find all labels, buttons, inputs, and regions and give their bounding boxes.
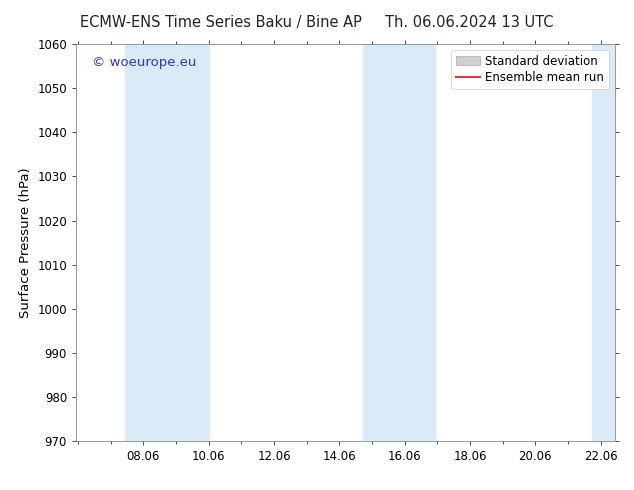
Bar bbox=[363, 44, 436, 441]
Text: ECMW-ENS Time Series Baku / Bine AP     Th. 06.06.2024 13 UTC: ECMW-ENS Time Series Baku / Bine AP Th. … bbox=[81, 15, 553, 30]
Legend: Standard deviation, Ensemble mean run: Standard deviation, Ensemble mean run bbox=[451, 50, 609, 89]
Bar bbox=[592, 44, 615, 441]
Y-axis label: Surface Pressure (hPa): Surface Pressure (hPa) bbox=[19, 167, 32, 318]
Bar bbox=[125, 44, 209, 441]
Text: © woeurope.eu: © woeurope.eu bbox=[93, 56, 197, 69]
